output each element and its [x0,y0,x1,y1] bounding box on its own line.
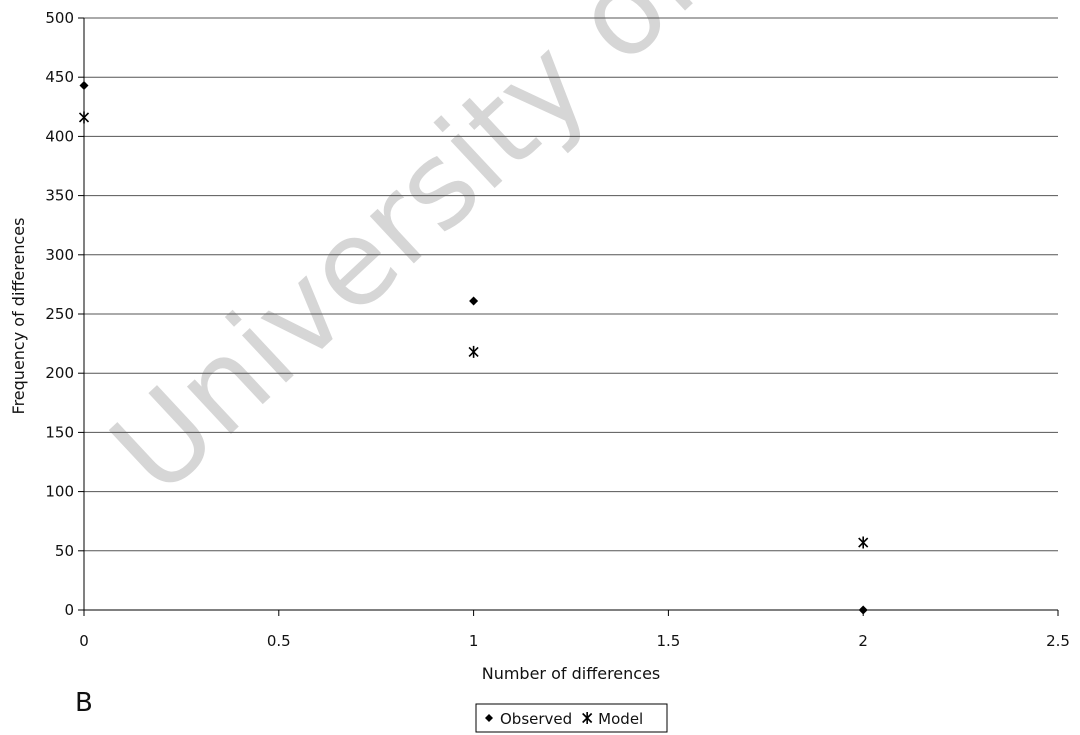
y-tick-label: 300 [45,246,74,264]
y-tick-label: 400 [45,127,74,145]
legend-model-marker [582,712,593,724]
gridlines [84,17,1058,552]
x-tick-label: 2 [858,632,868,650]
panel-label: B [75,688,93,718]
x-tick-label: 2.5 [1046,632,1070,650]
y-tick-label: 500 [45,9,74,27]
model-point-1 [468,345,479,358]
x-tick-label: 1.5 [656,632,680,650]
y-tick-label: 200 [45,364,74,382]
y-axis-ticks: 0 50 100 150 200 250 300 350 400 450 500 [45,9,84,619]
legend-model-label: Model [598,710,643,728]
x-tick-label: 0.5 [267,632,291,650]
legend: Observed Model [475,703,668,733]
y-tick-label: 350 [45,187,74,205]
y-tick-label: 250 [45,305,74,323]
observed-point-1 [469,296,479,306]
observed-point-2 [858,605,868,615]
x-tick-label: 1 [469,632,479,650]
legend-observed-label: Observed [500,710,572,728]
x-tick-label: 0 [79,632,89,650]
watermark: University of Cape Town [85,0,1080,520]
model-point-2 [858,536,869,549]
legend-box [475,703,668,733]
y-tick-label: 450 [45,68,74,86]
model-point-0 [78,111,90,124]
x-axis-title: Number of differences [482,664,661,683]
y-axis-title: Frequency of differences [9,218,28,415]
y-tick-label: 50 [55,542,74,560]
x-axis-ticks: 0 0.5 1 1.5 2 2.5 [79,610,1070,650]
legend-observed-marker [485,714,493,722]
y-tick-label: 150 [45,423,74,441]
y-tick-label: 100 [45,483,74,501]
data-points [78,80,869,615]
y-tick-label: 0 [64,601,74,619]
observed-point-0 [79,80,89,90]
